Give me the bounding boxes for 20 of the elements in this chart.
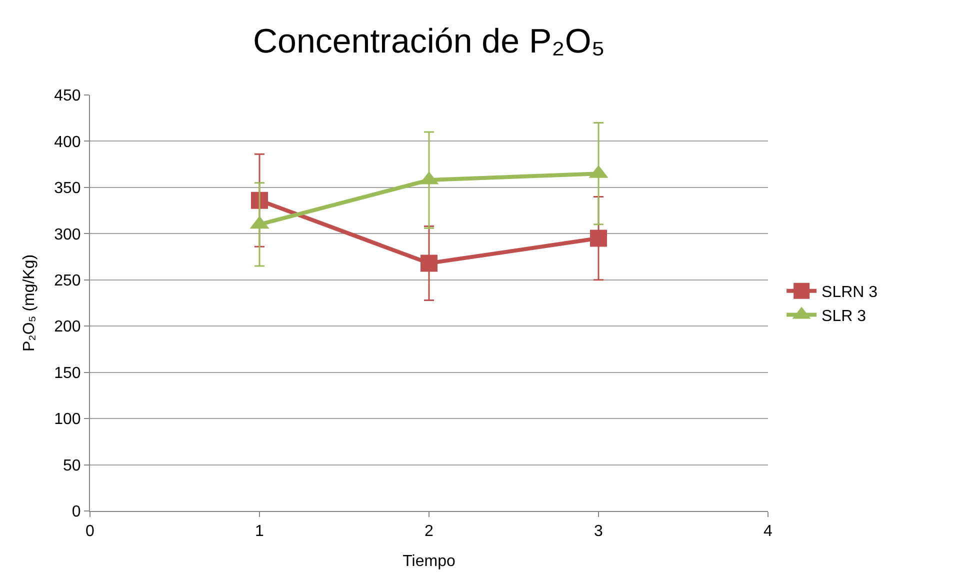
x-tick-label: 0 [86, 523, 95, 540]
y-tick-label: 350 [54, 180, 81, 198]
x-axis-title: Tiempo [402, 552, 456, 570]
y-tick-label: 250 [54, 272, 81, 290]
legend-label: SLR 3 [822, 308, 866, 325]
legend-label: SLRN 3 [822, 284, 878, 302]
x-tick-label: 4 [764, 523, 773, 540]
y-axis-title: P₂O₅ (mg/Kg) [20, 254, 38, 352]
x-tick-label: 2 [424, 523, 434, 540]
y-tick-label: 200 [54, 318, 81, 336]
y-tick-label: 50 [63, 457, 81, 474]
y-tick-label: 0 [72, 504, 81, 521]
y-tick-label: 300 [54, 226, 81, 244]
y-tick-label: 100 [54, 411, 81, 428]
y-tick-label: 150 [54, 364, 81, 382]
chart-title: Concentración de P₂O₅ [253, 22, 605, 61]
x-tick-label: 3 [594, 523, 604, 540]
y-tick-label: 450 [54, 88, 81, 105]
y-tick-label: 400 [54, 134, 81, 151]
x-tick-label: 1 [255, 523, 264, 540]
